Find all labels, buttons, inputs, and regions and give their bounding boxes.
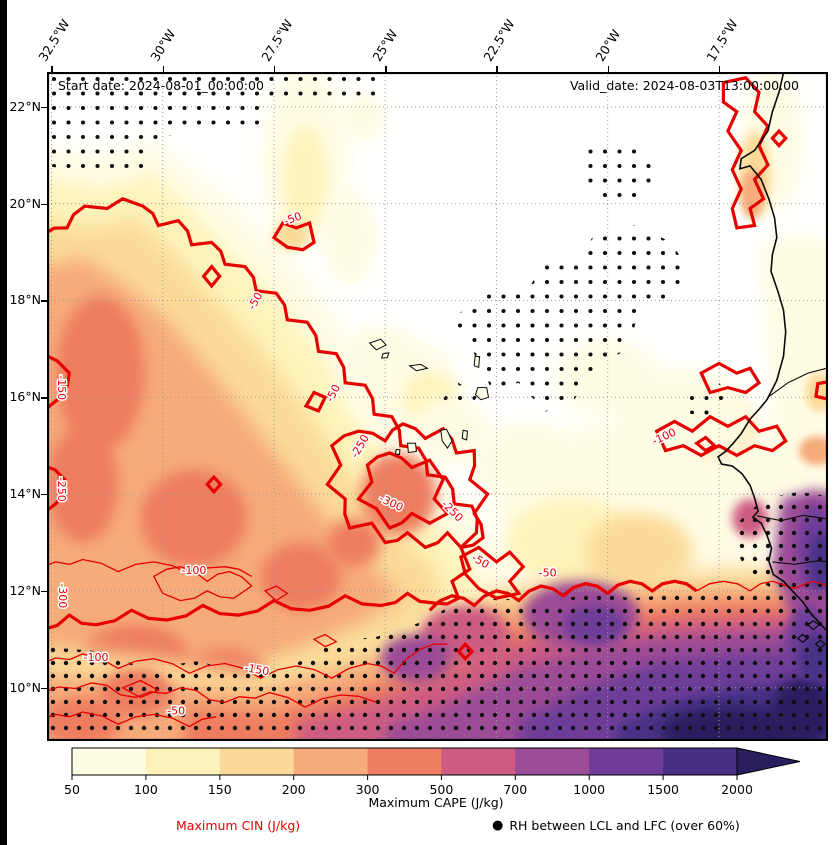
cape-colorbar: 50 100 150 200 300 500 700 1000 1500 2000: [64, 747, 801, 797]
svg-text:-150: -150: [243, 661, 270, 678]
svg-text:1000: 1000: [573, 782, 605, 797]
lon-tick: [51, 66, 53, 72]
svg-text:2000: 2000: [721, 782, 753, 797]
lon-tick: [273, 66, 276, 72]
lon-tick-label: 30°W: [146, 26, 178, 64]
svg-text:-300: -300: [56, 583, 69, 608]
lon-tick: [718, 66, 721, 72]
start-date-label: Start date: 2024-08-01_00:00:00: [58, 78, 264, 93]
lat-tick-label: 14°N: [9, 486, 41, 502]
lon-tick-label: 22.5°W: [480, 16, 519, 64]
lat-tick: [41, 106, 47, 109]
lat-tick-label: 22°N: [9, 98, 41, 114]
window-edge: [0, 0, 7, 845]
svg-text:1500: 1500: [647, 782, 679, 797]
lon-tick-label: 17.5°W: [703, 16, 741, 64]
lon-tick: [607, 66, 609, 72]
lat-tick: [41, 203, 47, 205]
lat-tick: [41, 397, 47, 399]
svg-text:150: 150: [208, 782, 232, 797]
colorbar-title: Maximum CAPE (J/kg): [368, 795, 504, 810]
valid-date-label: Valid_date: 2024-08-03T13:00:00.00: [569, 78, 799, 93]
lon-tick-label: 20°W: [591, 26, 623, 64]
svg-text:700: 700: [503, 782, 527, 797]
svg-text:200: 200: [282, 782, 306, 797]
svg-text:300: 300: [356, 782, 380, 797]
lon-tick: [496, 66, 498, 72]
lat-tick-label: 18°N: [9, 292, 41, 308]
lat-tick: [41, 590, 47, 593]
svg-text:-150: -150: [55, 375, 68, 400]
lon-tick-label: 25°W: [369, 26, 401, 64]
svg-text:100: 100: [134, 782, 158, 797]
lat-tick: [41, 494, 47, 496]
svg-text:500: 500: [429, 782, 453, 797]
lat-tick: [41, 300, 47, 302]
rh-legend: ● RH between LCL and LFC (over 60%): [492, 818, 740, 833]
svg-text:-50: -50: [539, 566, 557, 579]
lon-tick: [385, 66, 387, 72]
lat-tick-label: 10°N: [9, 679, 41, 695]
svg-text:-100: -100: [84, 651, 109, 664]
svg-text:50: 50: [64, 782, 80, 797]
lat-tick-label: 16°N: [9, 389, 41, 405]
map-plot: -50-50-50-250-250-300-150-250-300-100-50…: [47, 72, 828, 741]
svg-text:-250: -250: [55, 477, 68, 502]
lat-tick-label: 20°N: [9, 195, 41, 211]
lon-tick-label: 27.5°W: [258, 16, 296, 64]
rh-legend-label: RH between LCL and LFC (over 60%): [509, 818, 740, 833]
lon-tick-label: 32.5°W: [35, 16, 74, 64]
lat-tick-label: 12°N: [9, 582, 41, 598]
cin-legend-label: Maximum CIN (J/kg): [176, 818, 301, 833]
svg-text:-50: -50: [167, 704, 185, 717]
lon-tick: [162, 66, 164, 72]
rh-dot-marker: ●: [492, 818, 504, 833]
svg-text:-100: -100: [181, 564, 206, 577]
lat-tick: [41, 687, 47, 690]
